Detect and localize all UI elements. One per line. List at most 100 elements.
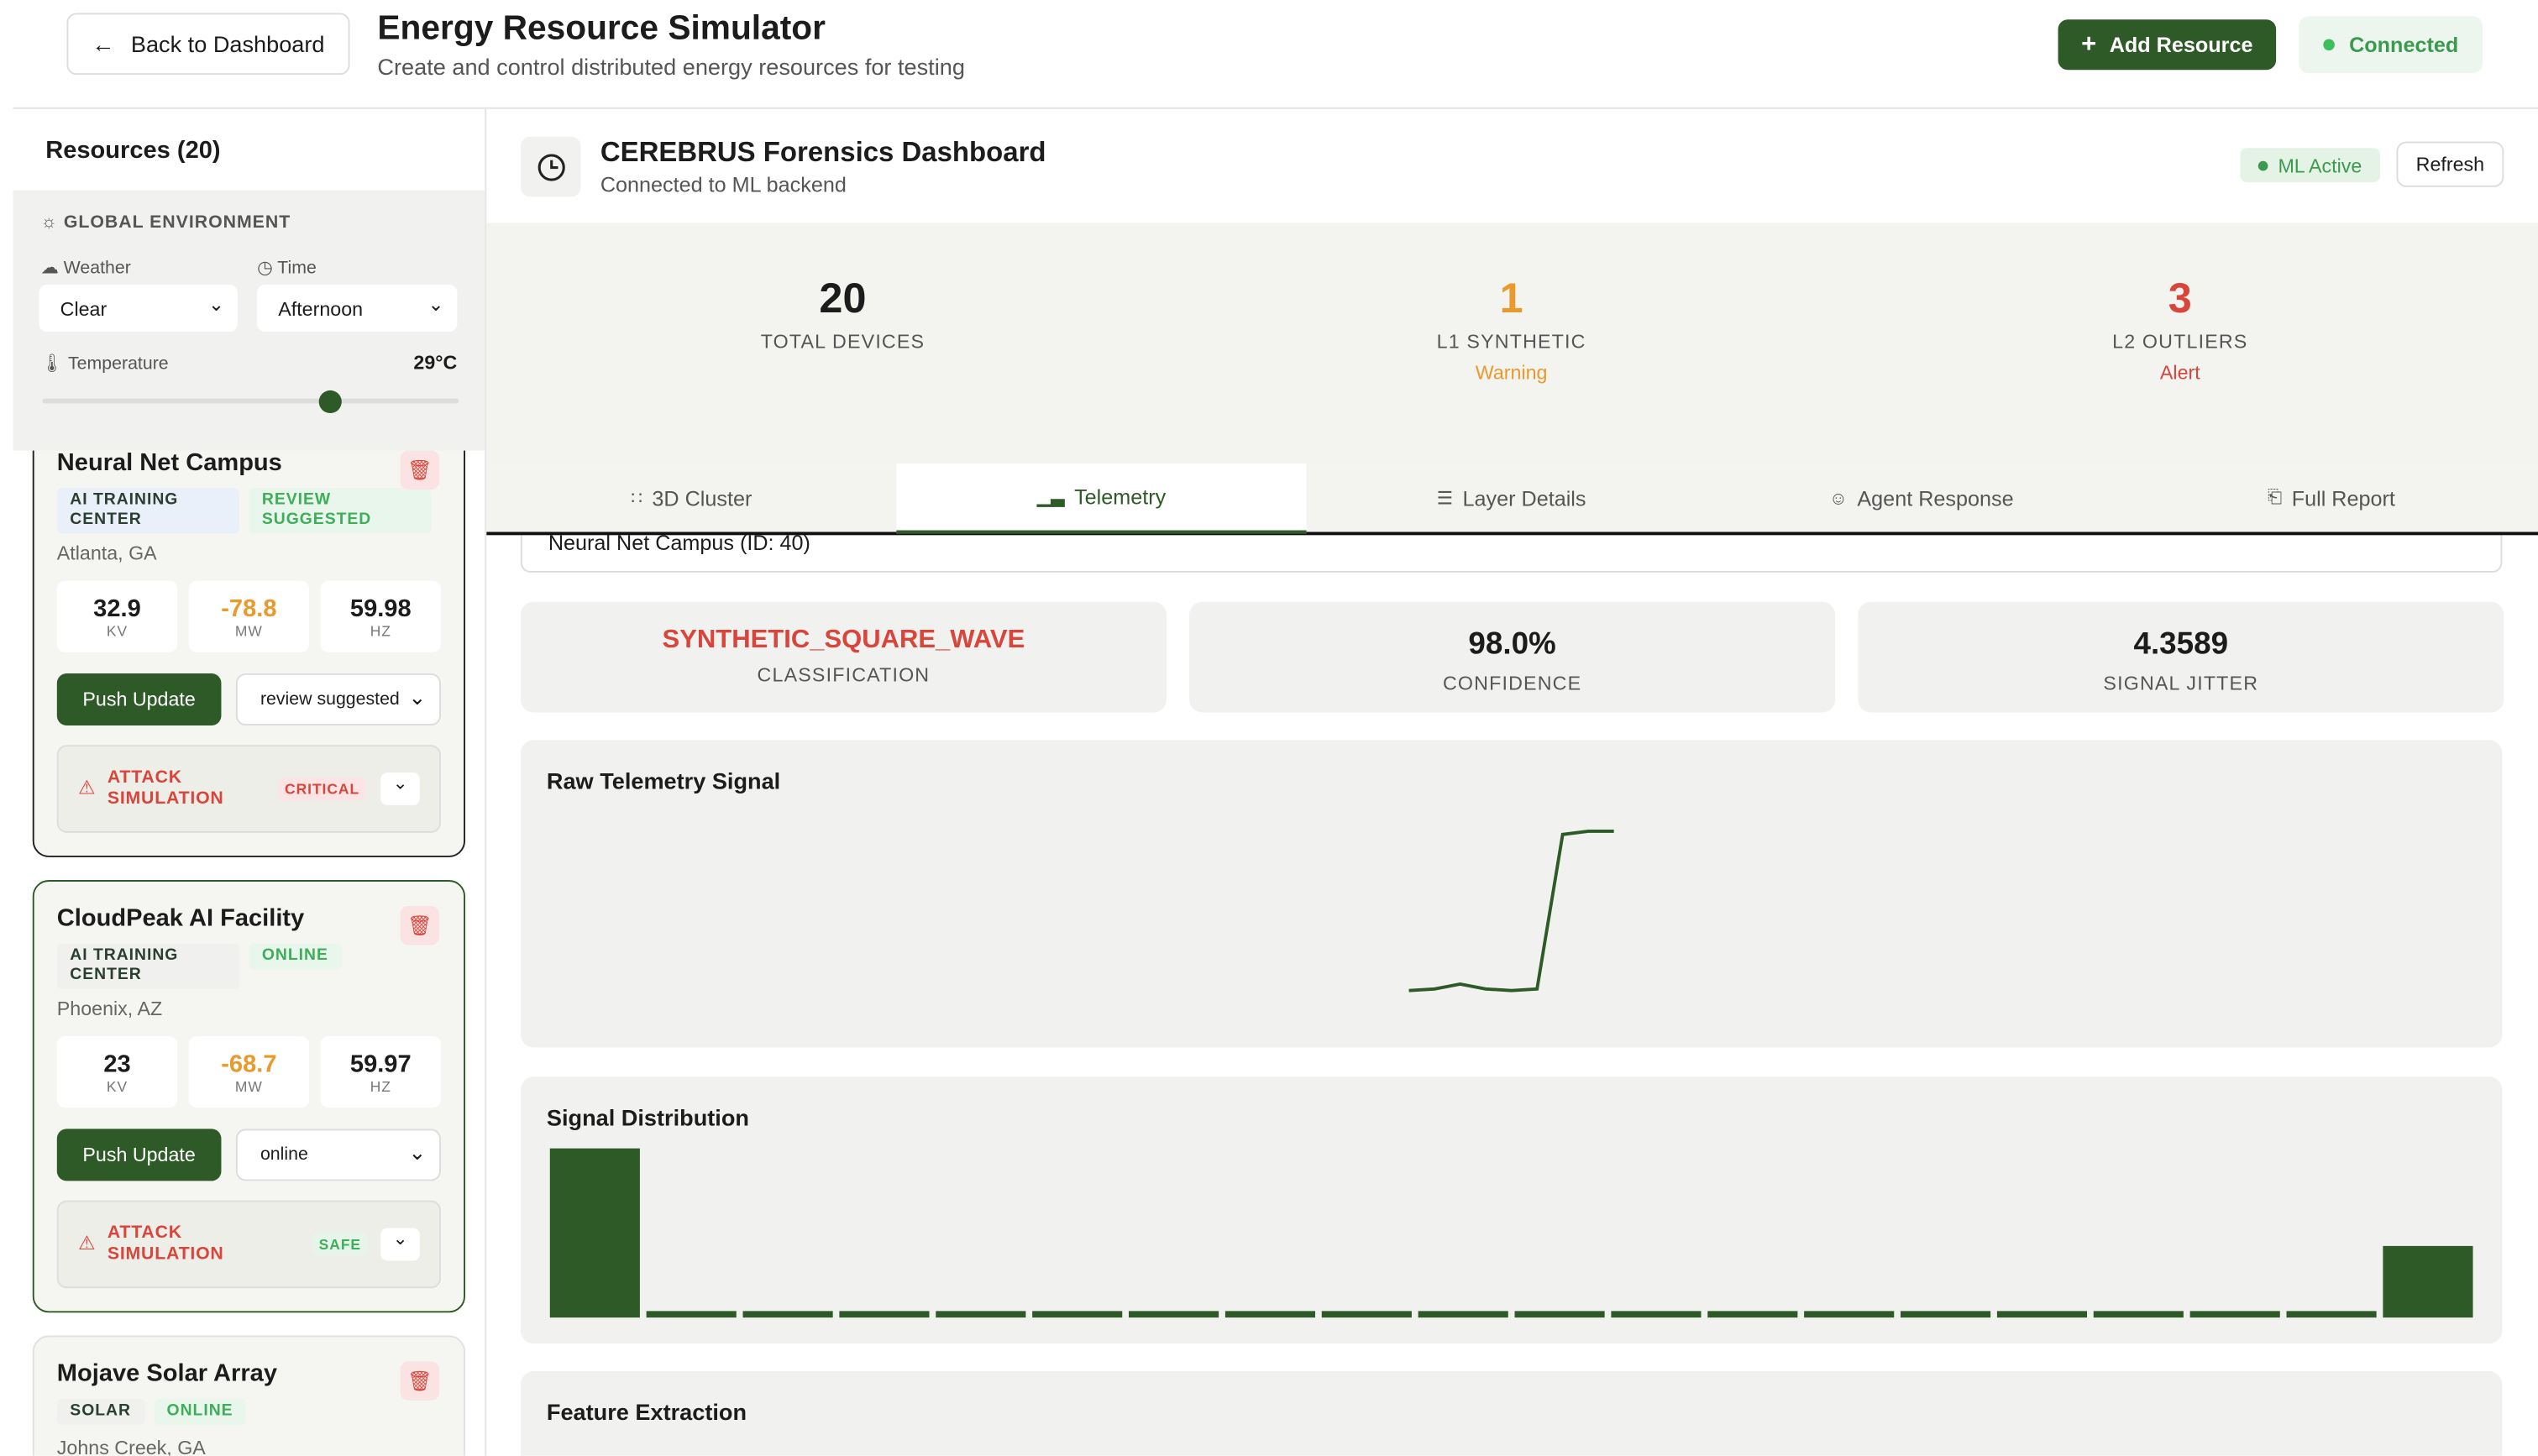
tag: AI TRAINING CENTER: [56, 488, 239, 534]
action-row: Push Update online ⌄: [56, 1129, 441, 1181]
histogram-bar: [2286, 1311, 2377, 1318]
app-subtitle: Create and control distributed energy re…: [377, 53, 965, 80]
tab-label: 3D Cluster: [652, 486, 752, 511]
metric-box: 59.98 HZ: [320, 580, 441, 652]
delete-button[interactable]: 🗑: [400, 1361, 440, 1401]
metric-value: 23: [103, 1050, 131, 1078]
metric-unit: MW: [234, 1077, 263, 1094]
metric-unit: HZ: [370, 621, 391, 639]
stat: 3 L2 OUTLIERS Alert: [1838, 273, 2522, 384]
panel-title: Raw Telemetry Signal: [546, 767, 781, 794]
add-resource-button[interactable]: + Add Resource: [2058, 19, 2277, 71]
metric-unit: HZ: [370, 1077, 391, 1094]
push-button[interactable]: Push Update: [56, 673, 222, 725]
delete-button[interactable]: 🗑: [400, 906, 440, 945]
attack-box: ⚠ ATTACK SIMULATION CRITICAL ⌄: [56, 745, 441, 833]
dashboard-subtitle: Connected to ML backend: [600, 172, 847, 197]
resource-name: Mojave Solar Array: [56, 1359, 277, 1388]
ml-status: ML Active: [2240, 148, 2381, 182]
status-select[interactable]: review suggested ⌄: [235, 673, 441, 725]
panel-title: Feature Extraction: [546, 1398, 747, 1425]
tab-label: Telemetry: [1074, 484, 1167, 510]
tab-icon: ⎗: [2268, 488, 2283, 508]
stat: 20 TOTAL DEVICES: [501, 273, 1185, 353]
delete-button[interactable]: 🗑: [400, 450, 440, 490]
weather-select[interactable]: Clear ⌄: [39, 285, 238, 333]
refresh-button[interactable]: Refresh: [2396, 141, 2504, 187]
time-value: Afternoon: [278, 297, 364, 321]
expand-button[interactable]: ⌄: [380, 1228, 420, 1261]
status-select[interactable]: online ⌄: [235, 1129, 441, 1181]
status-value: online: [260, 1144, 308, 1165]
tab[interactable]: ▁▃ Telemetry: [896, 464, 1307, 534]
stat: 1 L1 SYNTHETIC Warning: [1170, 273, 1854, 384]
resource-location: Atlanta, GA: [56, 542, 157, 565]
metric-value: 59.98: [349, 594, 412, 622]
push-button[interactable]: Push Update: [56, 1129, 222, 1181]
panel-title: Signal Distribution: [546, 1104, 749, 1131]
resource-card[interactable]: Mojave Solar Array 🗑 SOLAR ONLINE Johns Cree…: [32, 1335, 466, 1456]
metric-box: 32.9 KV: [56, 580, 178, 652]
weather-value: Clear: [60, 297, 107, 321]
metric-row: 32.9 KV -78.8 MW 59.98 HZ: [56, 580, 441, 652]
time-label: Time: [277, 259, 317, 279]
histogram-bar: [1418, 1311, 1508, 1318]
ml-label: ML Active: [2278, 154, 2362, 177]
resource-name: CloudPeak AI Facility: [56, 904, 305, 933]
distribution-chart: [549, 1148, 2473, 1318]
telemetry-panel: Raw Telemetry Signal: [520, 740, 2503, 1048]
metric-row: 23 KV -68.7 MW 59.97 HZ: [56, 1035, 441, 1108]
histogram-bar: [1996, 1311, 2088, 1318]
expand-button[interactable]: ⌄: [380, 773, 420, 805]
stat-value: 3: [2168, 273, 2192, 322]
histogram-bar: [1901, 1311, 1991, 1318]
resource-name: Neural Net Campus: [56, 448, 282, 477]
weather-label: Weather: [63, 259, 131, 279]
attack-status: SAFE: [312, 1233, 368, 1256]
stat-label: L1 SYNTHETIC: [1436, 330, 1586, 354]
metric-box: 59.97 HZ: [320, 1035, 441, 1108]
divider: [13, 107, 2538, 109]
tab-icon: ☺: [1828, 489, 1848, 509]
metric-unit: MW: [234, 621, 263, 639]
resource-location: Phoenix, AZ: [56, 997, 163, 1020]
tag-row: AI TRAINING CENTER ONLINE: [56, 943, 441, 989]
stat-value: 20: [819, 273, 867, 322]
tab[interactable]: ☰ Layer Details: [1307, 464, 1717, 533]
histogram-bar: [1129, 1311, 1219, 1318]
time-select[interactable]: Afternoon ⌄: [257, 285, 458, 333]
temperature-label: Temperature: [68, 354, 169, 374]
temperature-slider[interactable]: [42, 398, 459, 404]
metric-card: SYNTHETIC_SQUARE_WAVE CLASSIFICATION: [520, 601, 1167, 713]
tab[interactable]: ⎗ Full Report: [2126, 464, 2536, 533]
histogram-bar: [2189, 1311, 2280, 1318]
chevron: ⌄: [408, 684, 427, 710]
histogram-bar: [742, 1311, 833, 1318]
slider-knob[interactable]: [318, 390, 342, 414]
resources-heading: Resources (20): [45, 136, 221, 165]
tag: REVIEW SUGGESTED: [249, 488, 432, 534]
app-title: Energy Resource Simulator: [377, 9, 826, 48]
metric-unit: KV: [106, 1077, 128, 1094]
clock-icon: [537, 153, 564, 181]
metric-card: 4.3589 SIGNAL JITTER: [1858, 601, 2504, 713]
resource-card[interactable]: Neural Net Campus 🗑 AI TRAINING CENTERREVI…: [32, 439, 466, 857]
tab-bar: [486, 464, 2538, 534]
stat-label: TOTAL DEVICES: [760, 330, 926, 354]
metric-card: 98.0% CONFIDENCE: [1189, 601, 1836, 713]
stat-note: Alert: [2159, 361, 2200, 385]
resource-card[interactable]: CloudPeak AI Facility 🗑 AI TRAINING CENTER…: [32, 880, 466, 1313]
tag-row: SOLAR ONLINE: [56, 1398, 441, 1428]
tag: ONLINE: [249, 943, 342, 970]
histogram-bar: [2383, 1245, 2473, 1318]
tag: ONLINE: [154, 1398, 247, 1425]
tab[interactable]: ∷ 3D Cluster: [486, 464, 896, 533]
resource-location: Johns Creek, GA: [56, 1436, 206, 1456]
histogram-bar: [1707, 1311, 1798, 1318]
tab[interactable]: ☺ Agent Response: [1717, 464, 2126, 533]
dashboard: CEREBRUS Forensics Dashboard Connected t…: [486, 109, 2538, 1456]
metric-box: -78.8 MW: [188, 580, 310, 652]
distribution-panel: Signal Distribution: [520, 1076, 2503, 1344]
back-button[interactable]: ← Back to Dashboard: [66, 13, 350, 76]
histogram-bar: [1804, 1311, 1895, 1318]
